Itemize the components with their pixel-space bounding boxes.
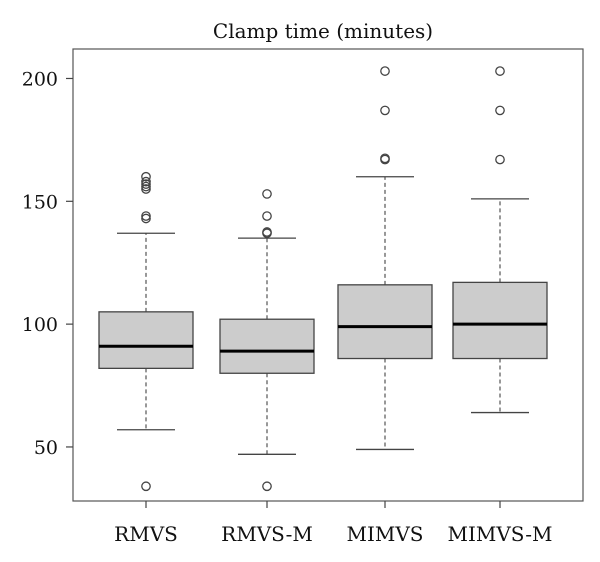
y-tick-label-200: 200 [22,68,58,90]
y-tick-label-100: 100 [22,314,58,336]
box-series [98,66,548,492]
x-axis: RMVS RMVS-M MIMVS MIMVS-M [114,501,552,546]
outlier-point [141,213,151,224]
outlier-point [495,105,505,116]
y-tick-label-150: 150 [22,191,58,213]
outlier-point [495,66,505,76]
plot-frame [72,48,584,502]
outlier-point [380,105,390,116]
outlier-point [141,211,151,221]
outlier-point [141,181,151,192]
outlier-point [380,66,390,76]
outlier-point [262,211,272,221]
box-mimvs-m [452,66,548,414]
y-axis: 50 100 150 200 [22,68,73,459]
box-rmvs-m [219,189,315,492]
outlier-point [262,227,272,237]
outlier-point [495,154,505,165]
outlier-point [141,481,151,492]
iqr-box [452,281,548,360]
x-tick-label-mimvs-m: MIMVS-M [448,522,553,546]
outlier-point [380,153,390,164]
x-tick-label-mimvs: MIMVS [346,522,423,546]
outlier-point [141,176,151,187]
iqr-box [219,318,315,374]
x-tick-label-rmvs-m: RMVS-M [221,522,313,546]
outlier-point [262,189,272,199]
box-rmvs [98,171,194,492]
chart-title: Clamp time (minutes) [213,19,433,43]
y-tick-label-50: 50 [34,437,58,459]
outlier-point [262,481,272,492]
x-tick-label-rmvs: RMVS [114,522,178,546]
outlier-point [141,179,151,189]
outlier-point [141,184,151,194]
iqr-box [337,284,433,360]
outlier-point [141,171,151,182]
iqr-box [98,311,194,369]
box-mimvs [337,66,433,451]
